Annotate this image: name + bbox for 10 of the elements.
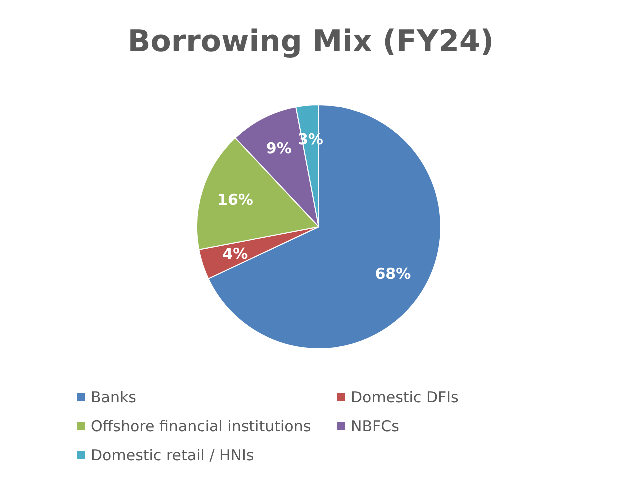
legend-label: Domestic DFIs bbox=[351, 388, 460, 406]
legend-label: Offshore financial institutions bbox=[91, 418, 312, 436]
data-label: 68% bbox=[375, 265, 412, 284]
legend-label: Banks bbox=[91, 388, 137, 406]
data-label: 4% bbox=[222, 245, 248, 264]
legend-label: NBFCs bbox=[351, 418, 400, 436]
legend-label: Domestic retail / HNIs bbox=[91, 446, 254, 464]
data-label: 9% bbox=[266, 140, 292, 158]
data-label: 16% bbox=[218, 190, 254, 209]
chart-title: Borrowing Mix (FY24) bbox=[128, 24, 494, 60]
